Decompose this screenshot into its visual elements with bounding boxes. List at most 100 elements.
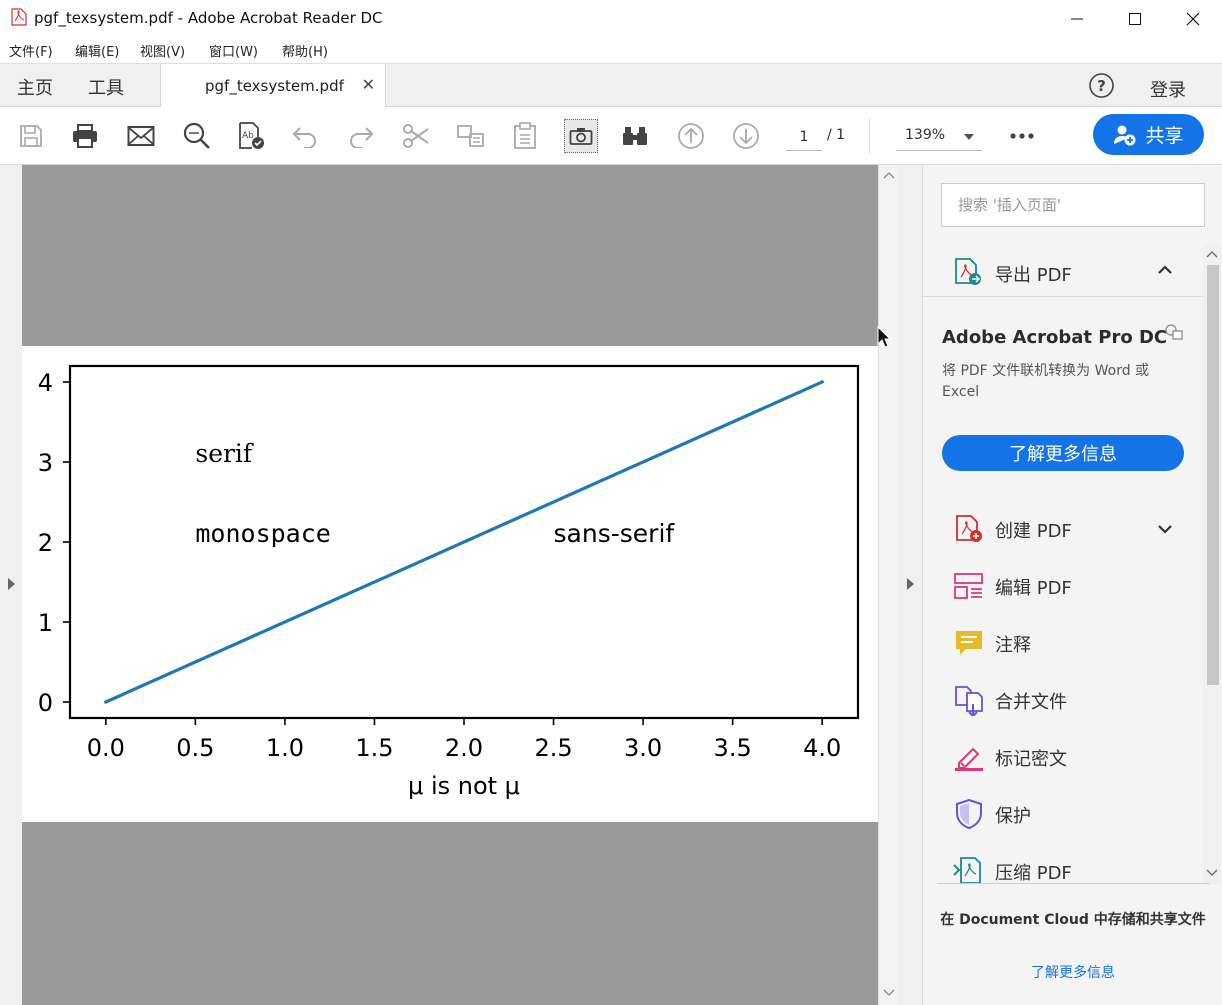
tool-label: 标记密文 <box>995 749 1067 770</box>
spellcheck-icon: Ab <box>239 122 264 149</box>
clipboard-icon <box>514 122 536 149</box>
y-tick-label: 3 <box>38 449 53 477</box>
undo-button[interactable] <box>289 120 321 152</box>
tool-label: 注释 <box>995 635 1031 656</box>
pdf-file-icon <box>11 8 27 26</box>
promo-description: 将 PDF 文件联机转换为 Word 或 Excel <box>942 363 1150 400</box>
x-tick-label: 1.0 <box>266 734 304 762</box>
footer-text: 在 Document Cloud 中存储和共享文件 <box>940 912 1206 928</box>
minimize-icon <box>1071 18 1083 19</box>
tab-home[interactable]: 主页 <box>17 78 53 99</box>
scroll-up-icon[interactable] <box>883 171 895 179</box>
page-number-input[interactable] <box>786 123 822 151</box>
edit-pdf-icon <box>954 573 983 599</box>
find-button[interactable] <box>181 120 213 152</box>
zoom-select[interactable]: 139% <box>896 123 982 151</box>
tab-document[interactable]: pgf_texsystem.pdf ✕ <box>160 64 386 108</box>
document-tab-label: pgf_texsystem.pdf <box>205 77 344 95</box>
camera-icon <box>569 128 593 145</box>
menu-window[interactable]: 窗口(W) <box>209 45 258 60</box>
mouse-cursor-icon <box>877 326 891 348</box>
x-axis-label: μ is not μ <box>408 772 520 800</box>
close-tab-icon[interactable]: ✕ <box>361 75 375 94</box>
x-tick-label: 2.5 <box>534 734 572 762</box>
arrow-down-circle-icon <box>733 123 759 149</box>
spellcheck-button[interactable]: Ab <box>235 120 267 152</box>
scroll-down-icon[interactable] <box>1206 869 1218 877</box>
read-mode-button[interactable] <box>619 120 651 152</box>
tools-search-input[interactable] <box>941 183 1205 227</box>
paste-button[interactable] <box>509 120 541 152</box>
tools-pane-scrollbar[interactable] <box>1203 245 1221 885</box>
minimize-button[interactable] <box>1048 0 1106 37</box>
chevron-up-icon[interactable] <box>1157 265 1173 275</box>
tool-compress-pdf[interactable]: 压缩 PDF <box>953 853 1193 889</box>
y-tick-label: 0 <box>38 689 53 717</box>
learn-more-button[interactable]: 了解更多信息 <box>942 435 1184 471</box>
email-button[interactable] <box>125 120 157 152</box>
export-pdf-header[interactable]: 导出 PDF <box>923 245 1203 297</box>
document-cloud-footer: 在 Document Cloud 中存储和共享文件 了解更多信息 <box>937 883 1209 981</box>
svg-text:?: ? <box>1097 77 1106 95</box>
x-tick-label: 0.0 <box>87 734 125 762</box>
footer-learn-more-link[interactable]: 了解更多信息 <box>1031 965 1115 981</box>
title-bar: pgf_texsystem.pdf - Adobe Acrobat Reader… <box>0 0 1222 37</box>
tool-protect[interactable]: 保护 <box>953 796 1193 832</box>
tool-comment[interactable]: 注释 <box>953 625 1193 661</box>
next-page-button[interactable] <box>730 120 762 152</box>
y-tick-label: 2 <box>38 529 53 557</box>
previous-page-button[interactable] <box>675 120 707 152</box>
tool-combine-files[interactable]: 合并文件 <box>953 682 1193 718</box>
line-chart: 0.0 0.5 1.0 1.5 2.0 2.5 3.0 3.5 4.0 0 1 2 3 4 μ is not… <box>38 364 860 800</box>
arrow-up-circle-icon <box>678 123 704 149</box>
scroll-up-icon[interactable] <box>1206 250 1218 258</box>
document-scrollbar[interactable] <box>878 165 898 1005</box>
x-tick-label: 3.0 <box>624 734 662 762</box>
redo-button[interactable] <box>345 120 377 152</box>
menu-file[interactable]: 文件(F) <box>9 45 53 60</box>
shield-icon <box>956 798 982 830</box>
expand-left-panel-icon[interactable] <box>6 577 16 591</box>
menu-help[interactable]: 帮助(H) <box>282 45 328 60</box>
chevron-down-icon[interactable] <box>1157 524 1173 534</box>
x-tick-label: 1.5 <box>355 734 393 762</box>
document-viewer: 0.0 0.5 1.0 1.5 2.0 2.5 3.0 3.5 4.0 0 1 2 3 4 μ is not… <box>22 165 878 1005</box>
signin-link[interactable]: 登录 <box>1150 80 1186 101</box>
help-icon[interactable]: ? <box>1088 72 1115 99</box>
menu-edit[interactable]: 编辑(E) <box>75 45 120 60</box>
more-tools-button[interactable] <box>1006 120 1038 152</box>
x-tick-label: 0.5 <box>176 734 214 762</box>
comment-icon <box>956 631 982 655</box>
snapshot-button[interactable] <box>564 119 598 153</box>
tool-label: 合并文件 <box>995 692 1067 713</box>
y-tick-label: 1 <box>38 609 53 637</box>
tool-edit-pdf[interactable]: 编辑 PDF <box>953 568 1193 604</box>
promo-title: Adobe Acrobat Pro DC <box>942 327 1168 348</box>
tool-label: 压缩 PDF <box>995 863 1072 884</box>
cut-button[interactable] <box>400 120 432 152</box>
chevron-down-icon <box>964 134 974 140</box>
series-line-0 <box>103 379 825 705</box>
menu-view[interactable]: 视图(V) <box>140 45 186 60</box>
combine-files-icon <box>955 686 983 716</box>
share-button[interactable]: 共享 <box>1093 114 1204 155</box>
tool-create-pdf[interactable]: 创建 PDF <box>953 511 1193 547</box>
export-pdf-icon <box>955 258 981 285</box>
collapse-right-panel-icon[interactable] <box>905 577 915 591</box>
y-tick-label: 4 <box>38 369 53 397</box>
x-tick-label: 2.0 <box>445 734 483 762</box>
scroll-down-icon[interactable] <box>883 989 895 997</box>
tool-redact[interactable]: 标记密文 <box>953 739 1193 775</box>
close-window-button[interactable] <box>1164 0 1222 37</box>
tab-bar: 主页 工具 pgf_texsystem.pdf ✕ ? 登录 <box>0 63 1222 108</box>
tab-tools[interactable]: 工具 <box>88 78 124 99</box>
x-tick-label: 3.5 <box>714 734 752 762</box>
maximize-button[interactable] <box>1106 0 1164 37</box>
zoom-value: 139% <box>905 127 946 143</box>
print-button[interactable] <box>69 120 101 152</box>
save-button[interactable] <box>15 120 47 152</box>
scissors-icon <box>403 124 429 148</box>
copy-button[interactable] <box>455 120 487 152</box>
tool-label: 保护 <box>995 806 1031 827</box>
scrollbar-thumb[interactable] <box>1207 265 1219 685</box>
